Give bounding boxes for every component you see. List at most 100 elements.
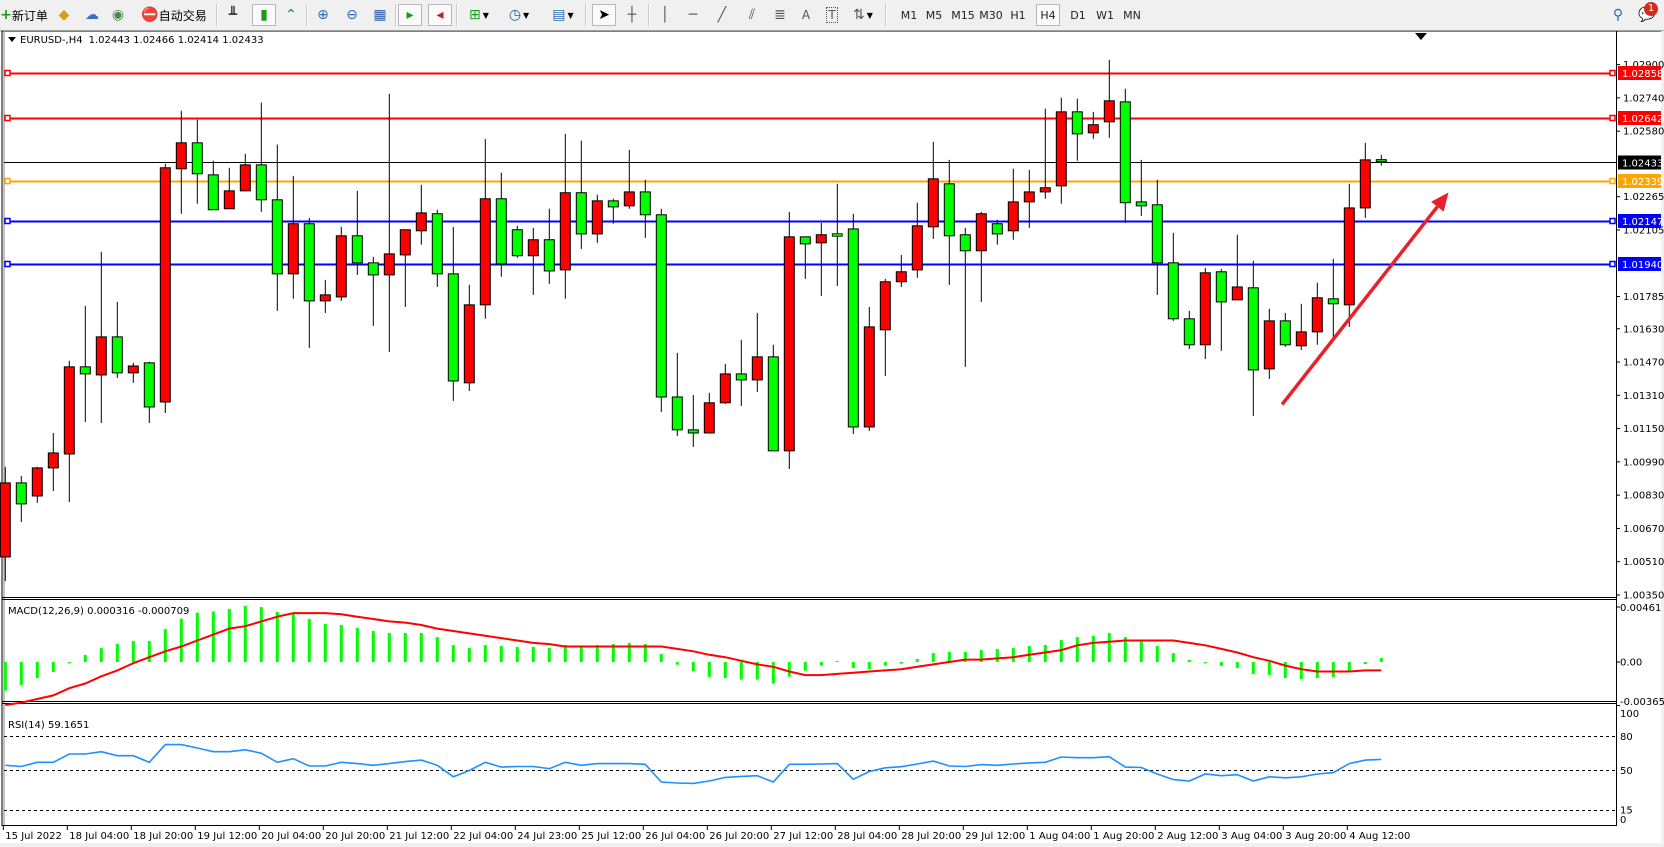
candle: [415, 184, 427, 245]
timeframe-m1[interactable]: M1: [900, 8, 918, 22]
candle-body: [1167, 262, 1179, 320]
history-button[interactable]: ☁: [82, 4, 102, 26]
text-label-button[interactable]: T: [822, 4, 842, 26]
candle-body: [255, 164, 267, 201]
candle-body: [1247, 287, 1259, 371]
gold-button[interactable]: ◆: [54, 4, 74, 26]
candle: [751, 312, 763, 392]
candle: [15, 476, 27, 522]
level-handle[interactable]: [4, 217, 11, 225]
level-handle[interactable]: [4, 177, 11, 185]
equidistant-channel-button[interactable]: ⫽: [741, 4, 763, 26]
candle-body: [607, 200, 619, 208]
separator: [306, 4, 308, 26]
macd-histogram-bar: [835, 661, 839, 663]
macd-histogram-bar: [259, 607, 263, 662]
trend-arrow-head-icon[interactable]: [1431, 192, 1449, 212]
zoom-out-button[interactable]: ⊖: [341, 4, 363, 26]
tile-windows-button[interactable]: ▦: [369, 4, 391, 26]
vertical-line-button[interactable]: │: [655, 4, 675, 26]
new-order-label: 新订单: [11, 8, 48, 23]
chart-shift-button[interactable]: ◂: [428, 4, 452, 26]
timeframe-mn[interactable]: MN: [1123, 8, 1141, 22]
macd-histogram-bar: [1155, 646, 1159, 662]
level-handle[interactable]: [4, 69, 11, 77]
periodicity-button[interactable]: ◷ ▼: [501, 4, 537, 26]
level-handle[interactable]: [1609, 114, 1616, 122]
candle-body: [335, 235, 347, 298]
crosshair-button[interactable]: ┼: [621, 4, 643, 26]
candle-body: [399, 229, 411, 256]
timeframe-m5[interactable]: M5: [925, 8, 943, 22]
macd-histogram-bar: [867, 662, 871, 670]
level-handle[interactable]: [4, 260, 11, 268]
level-price-label: 1.02339: [1622, 177, 1663, 188]
chart-menu-triangle-icon[interactable]: [8, 37, 16, 42]
macd-histogram-bar: [803, 662, 807, 671]
candle: [943, 159, 955, 285]
dropdown-arrow-icon: ▼: [567, 10, 574, 20]
timeframe-m30[interactable]: M30: [979, 8, 1003, 22]
dropdown-arrow-icon: ▼: [866, 10, 873, 20]
text-button[interactable]: A: [796, 4, 816, 26]
timeframe-w1[interactable]: W1: [1096, 8, 1114, 22]
candle: [255, 102, 267, 212]
timeframe-h1[interactable]: H1: [1010, 8, 1026, 22]
level-handle[interactable]: [1609, 260, 1616, 268]
candle: [591, 194, 603, 243]
candle: [1151, 179, 1163, 295]
macd-histogram-bar: [163, 629, 167, 662]
candle: [63, 360, 75, 503]
notifications-button[interactable]: 💬 1: [1634, 2, 1660, 26]
candle-body: [1327, 298, 1339, 305]
candle: [975, 211, 987, 302]
candlestick-button[interactable]: ▮: [252, 4, 276, 26]
macd-axis-label: 0.00: [1620, 658, 1642, 669]
candle: [319, 279, 331, 313]
indicators-icon: ⊞: [469, 7, 481, 23]
candle-body: [463, 304, 475, 384]
time-axis-label: 4 Aug 12:00: [1349, 831, 1410, 842]
level-handle[interactable]: [1609, 69, 1616, 77]
candle: [623, 149, 635, 209]
zoom-in-button[interactable]: ⊕: [312, 4, 334, 26]
candle-body: [271, 199, 283, 275]
trendline-button[interactable]: ╱: [712, 4, 732, 26]
price-axis-label: 1.02740: [1623, 93, 1664, 104]
autoscroll-button[interactable]: ▸: [398, 4, 422, 26]
cursor-button[interactable]: ➤: [592, 4, 616, 26]
candle-body: [543, 239, 555, 272]
level-handle[interactable]: [1609, 217, 1616, 225]
candle-body: [319, 294, 331, 302]
bid-price-label-box: [1618, 155, 1661, 170]
timeframe-d1[interactable]: D1: [1070, 8, 1086, 22]
horizontal-line-button[interactable]: ─: [683, 4, 703, 26]
candle: [1215, 268, 1227, 351]
macd-histogram-bar: [707, 662, 711, 678]
bar-chart-button[interactable]: ╨: [222, 4, 244, 26]
level-handle[interactable]: [1609, 177, 1616, 185]
macd-histogram-bar: [1299, 662, 1303, 679]
signals-button[interactable]: ◉: [108, 4, 128, 26]
macd-histogram-bar: [3, 662, 7, 691]
trend-arrow-line[interactable]: [1280, 205, 1439, 406]
search-button[interactable]: ⚲: [1608, 4, 1628, 26]
line-chart-icon: ⌃: [285, 7, 297, 23]
timeframe-m15[interactable]: M15: [951, 8, 975, 22]
candle-body: [1135, 201, 1147, 207]
line-chart-button[interactable]: ⌃: [280, 4, 302, 26]
candle-body: [447, 273, 459, 382]
fibonacci-button[interactable]: ≣: [769, 4, 791, 26]
separator: [585, 4, 587, 26]
templates-button[interactable]: ▤ ▼: [545, 4, 581, 26]
macd-histogram-bar: [1251, 662, 1255, 674]
chart-shift-marker[interactable]: [1415, 33, 1427, 40]
timeframe-h4[interactable]: H4: [1036, 4, 1060, 26]
indicators-button[interactable]: ⊞ ▼: [461, 4, 497, 26]
arrows-button[interactable]: ⇅ ▼: [846, 4, 880, 26]
level-handle[interactable]: [4, 114, 11, 122]
new-order-button[interactable]: + 新订单: [0, 4, 48, 26]
auto-trading-button[interactable]: ⛔ 自动交易: [136, 4, 212, 26]
macd-histogram-bar: [1267, 662, 1271, 676]
